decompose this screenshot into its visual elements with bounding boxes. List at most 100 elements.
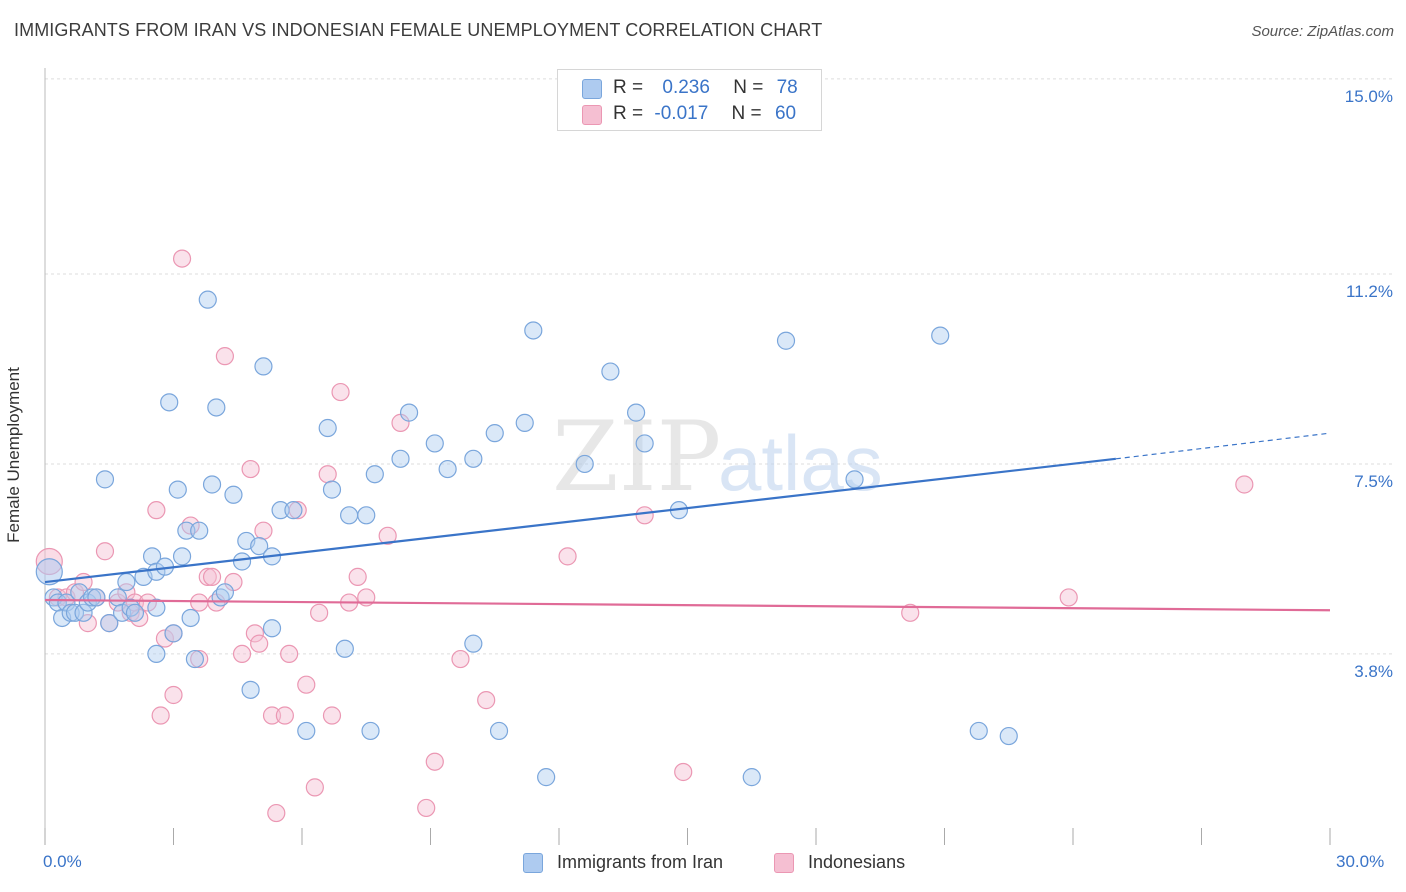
indonesians-trendline: [44, 598, 1331, 612]
legend-swatch-blue: [582, 79, 602, 99]
legend-r-label: R =: [613, 77, 644, 98]
iran-point-56: [391, 449, 410, 468]
bottom-legend-label-iran: Immigrants from Iran: [557, 852, 724, 872]
indonesians-point-24: [198, 567, 217, 586]
axes: [44, 68, 1331, 845]
iran-point-16: [117, 572, 136, 592]
iran-point-12: [95, 470, 115, 489]
iran-point-22: [147, 598, 166, 617]
indonesians-point-30: [241, 459, 260, 479]
indonesians-point-54: [558, 547, 577, 566]
iran-point-18: [125, 603, 145, 622]
bottom-legend-label-indonesians: Indonesians: [808, 852, 906, 872]
indonesians-point-17: [155, 629, 175, 648]
indonesians-point-15: [147, 501, 166, 520]
indonesians-point-44: [331, 382, 350, 402]
iran-point-69: [626, 403, 646, 422]
iran-point-62: [485, 424, 504, 443]
iran-point-52: [340, 506, 359, 525]
indonesians-point-25: [202, 567, 222, 586]
indonesians-point-58: [1059, 588, 1078, 607]
bottom-legend-swatch-pink: [774, 853, 794, 873]
iran-point-44: [262, 619, 282, 638]
indonesians-point-56: [674, 762, 693, 782]
y-tick-label-0: 3.8%: [1354, 661, 1393, 681]
indonesians-point-20: [172, 249, 192, 268]
indonesians-point-40: [305, 778, 324, 797]
indonesians-point-36: [275, 706, 294, 725]
indonesians-point-48: [378, 526, 397, 545]
iran-point-21: [147, 562, 166, 581]
trendlines: [44, 432, 1331, 612]
indonesians-point-29: [232, 644, 252, 664]
iran-point-41: [241, 680, 260, 699]
indonesians-point-33: [254, 521, 273, 540]
iran-point-29: [177, 521, 196, 540]
iran-point-33: [198, 290, 217, 309]
iran-point-35: [207, 398, 226, 417]
iran-point-59: [438, 459, 457, 479]
indonesians-points: [35, 249, 1254, 823]
iran-point-54: [357, 506, 376, 525]
legend-r-value: 0.236: [662, 77, 710, 98]
indonesians-point-16: [151, 706, 170, 725]
iran-point-60: [464, 634, 483, 653]
indonesians-point-59: [1235, 475, 1254, 494]
iran-point-38: [224, 485, 243, 504]
legend-r-label: R =: [613, 103, 644, 124]
iran-point-0: [35, 558, 63, 586]
iran-point-51: [335, 639, 354, 658]
iran-point-64: [515, 413, 534, 432]
iran-point-53: [361, 721, 380, 741]
iran-point-39: [232, 552, 252, 571]
iran-point-58: [425, 434, 444, 453]
indonesians-point-32: [250, 634, 269, 653]
iran-point-37: [215, 583, 234, 602]
indonesians-point-41: [310, 603, 329, 622]
iran-point-77: [999, 726, 1018, 746]
y-tick-label-2: 11.2%: [1346, 281, 1393, 301]
iran-point-27: [168, 480, 187, 499]
iran-point-28: [172, 547, 192, 566]
iran-point-55: [365, 465, 384, 484]
iran-trendline: [44, 457, 1116, 584]
legend-n-label: N =: [733, 77, 764, 98]
iran-point-43: [254, 357, 273, 376]
iran-point-10: [83, 588, 102, 607]
indonesians-point-19: [164, 685, 183, 705]
iran-point-15: [112, 603, 132, 622]
bottom-legend-indonesians: Indonesians: [774, 852, 934, 876]
iran-point-61: [464, 449, 483, 468]
source-label: Source: ZipAtlas.com: [1251, 23, 1394, 40]
indonesians-point-31: [245, 624, 264, 643]
indonesians-point-42: [318, 465, 337, 484]
iran-point-48: [297, 721, 316, 741]
iran-point-49: [318, 418, 337, 438]
legend-n-label: N =: [731, 103, 762, 124]
iran-point-46: [271, 501, 290, 520]
iran-point-70: [635, 434, 654, 453]
iran-point-74: [845, 470, 864, 489]
iran-point-57: [399, 403, 419, 422]
watermark-atlas: atlas: [718, 419, 883, 507]
iran-point-72: [742, 768, 761, 787]
bottom-legend-swatch-blue: [523, 853, 543, 873]
iran-point-13: [100, 614, 119, 633]
iran-point-26: [164, 624, 183, 643]
iran-point-34: [202, 475, 222, 494]
iran-point-25: [160, 393, 179, 412]
legend-r-value: -0.017: [654, 103, 709, 124]
x-tick-label-max: 30.0%: [1336, 852, 1385, 871]
iran-point-8: [74, 603, 93, 622]
iran-point-32: [190, 521, 209, 540]
legend-swatch-pink: [582, 105, 602, 125]
indonesians-point-14: [138, 593, 157, 612]
indonesians-point-22: [190, 593, 209, 612]
indonesians-point-43: [322, 706, 342, 725]
iran-point-63: [489, 721, 509, 741]
indonesians-point-55: [635, 506, 654, 525]
y-tick-label-1: 7.5%: [1354, 471, 1393, 491]
bottom-legend-iran: Immigrants from Iran: [523, 852, 753, 876]
indonesians-point-37: [280, 644, 299, 664]
iran-point-31: [185, 649, 205, 669]
